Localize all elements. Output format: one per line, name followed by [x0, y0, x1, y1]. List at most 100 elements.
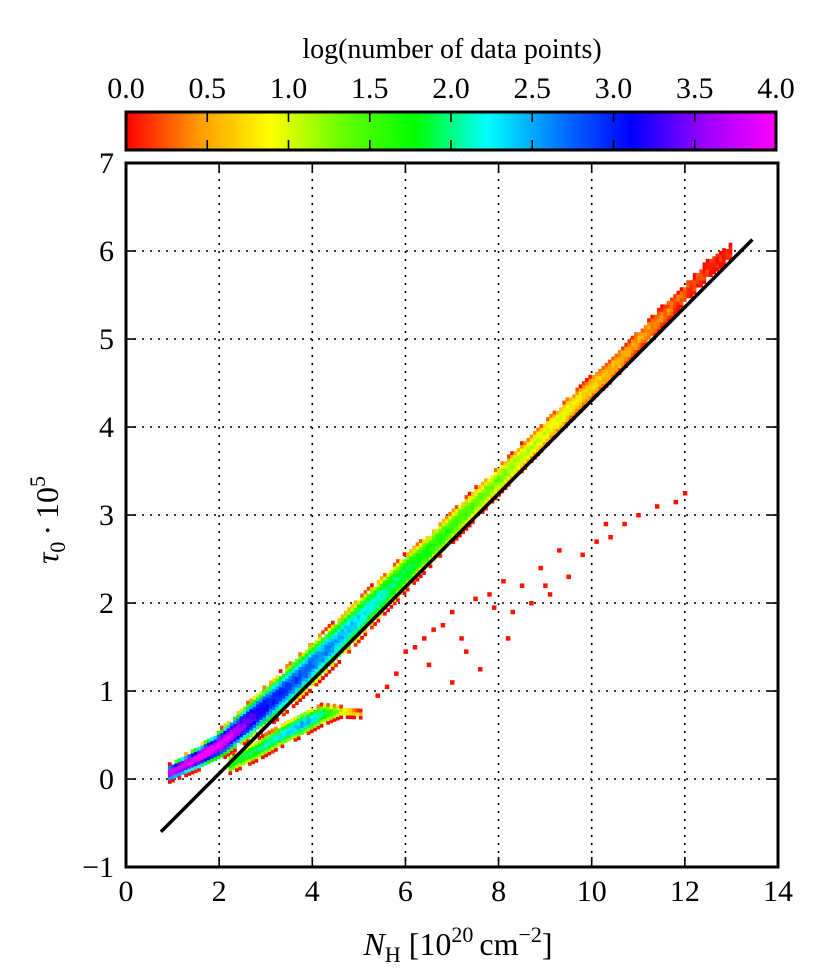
heatmap-cell	[267, 751, 272, 756]
heatmap-cell	[290, 725, 295, 730]
heatmap-cell	[184, 773, 188, 778]
heatmap-cell	[223, 751, 227, 756]
heatmap-cell	[392, 569, 397, 574]
heatmap-cell	[402, 576, 407, 581]
heatmap-cell	[376, 615, 381, 619]
heatmap-cell	[231, 762, 236, 767]
heatmap-cell	[314, 657, 319, 662]
heatmap-cell	[316, 718, 321, 723]
heatmap-cell	[594, 386, 599, 390]
heatmap-cell	[246, 704, 250, 709]
heatmap-cell	[471, 509, 475, 514]
heatmap-cell	[285, 699, 289, 704]
y-axis-label-dot: ·	[29, 525, 65, 536]
heatmap-cell	[300, 717, 304, 721]
sparse-point	[505, 636, 511, 641]
heatmap-cell	[239, 722, 244, 727]
heatmap-cell	[555, 428, 560, 433]
heatmap-cell	[386, 576, 390, 581]
heatmap-cell	[673, 304, 677, 309]
heatmap-cell	[585, 385, 589, 389]
heatmap-cell	[246, 707, 250, 712]
heatmap-cell	[180, 767, 185, 772]
heatmap-cell	[216, 730, 221, 735]
heatmap-cell	[282, 684, 286, 689]
heatmap-cell	[210, 737, 214, 742]
heatmap-cell	[319, 709, 324, 714]
heatmap-cell	[454, 529, 459, 534]
heatmap-cell	[239, 719, 244, 724]
heatmap-cell	[702, 262, 707, 267]
heatmap-cell	[500, 475, 505, 480]
heatmap-cell	[396, 562, 400, 567]
heatmap-cell	[696, 280, 700, 285]
heatmap-cell	[303, 711, 308, 716]
heatmap-cell	[287, 719, 291, 724]
heatmap-cell	[308, 660, 312, 665]
heatmap-cell	[650, 318, 655, 323]
heatmap-cell	[254, 751, 259, 756]
heatmap-cell	[546, 431, 550, 436]
heatmap-cell	[578, 401, 583, 406]
heatmap-cell	[298, 683, 302, 688]
heatmap-cell	[246, 735, 250, 740]
heatmap-cell	[506, 472, 511, 477]
heatmap-cell	[418, 553, 423, 558]
heatmap-cell	[317, 661, 322, 666]
heatmap-cell	[313, 727, 317, 732]
heatmap-cell	[229, 722, 234, 727]
heatmap-cell	[193, 751, 198, 756]
heatmap-cell	[248, 747, 252, 752]
heatmap-cell	[686, 280, 690, 285]
heatmap-cell	[389, 587, 394, 592]
heatmap-cell	[565, 414, 570, 419]
heatmap-cell	[562, 421, 567, 426]
heatmap-cell	[539, 438, 544, 443]
heatmap-cell	[337, 645, 342, 650]
heatmap-cell	[285, 681, 289, 686]
heatmap-cell	[379, 604, 384, 609]
heatmap-cell	[343, 649, 348, 654]
heatmap-cell	[389, 569, 394, 574]
heatmap-cell	[542, 438, 547, 443]
heatmap-cell	[293, 716, 298, 721]
heatmap-cell	[555, 421, 560, 426]
heatmap-cell	[277, 735, 282, 740]
y-tick-label: 1	[99, 675, 114, 708]
heatmap-cell	[356, 635, 361, 640]
heatmap-cell	[549, 420, 553, 425]
heatmap-cell	[634, 332, 638, 337]
heatmap-cell	[334, 663, 338, 668]
heatmap-cell	[252, 727, 257, 732]
heatmap-cell	[293, 720, 298, 725]
heatmap-cell	[598, 383, 602, 387]
heatmap-cell	[490, 485, 495, 490]
heatmap-cell	[640, 328, 645, 333]
heatmap-cell	[441, 539, 446, 544]
heatmap-cell	[366, 586, 371, 591]
heatmap-cell	[568, 397, 573, 402]
x-tick-label: 2	[212, 875, 227, 908]
heatmap-cell	[270, 735, 275, 740]
heatmap-cell	[228, 764, 233, 768]
fit-line	[159, 238, 754, 834]
heatmap-cell	[262, 706, 267, 711]
heatmap-cell	[193, 748, 198, 753]
heatmap-cell	[203, 757, 208, 762]
heatmap-cell	[308, 653, 312, 658]
heatmap-cell	[630, 346, 635, 351]
heatmap-cell	[231, 766, 236, 770]
x-tick-label: 4	[305, 875, 320, 908]
heatmap-cell	[200, 762, 205, 767]
heatmap-cell	[187, 771, 192, 776]
heatmap-cell	[268, 708, 273, 713]
heatmap-cell	[418, 563, 423, 568]
heatmap-cell	[477, 506, 482, 511]
heatmap-cell	[405, 569, 410, 574]
heatmap-cell	[614, 371, 619, 376]
heatmap-cell	[282, 687, 286, 692]
heatmap-cell	[572, 411, 576, 416]
heatmap-cell	[360, 607, 364, 612]
heatmap-cell	[519, 462, 524, 467]
heatmap-cell	[347, 646, 351, 651]
